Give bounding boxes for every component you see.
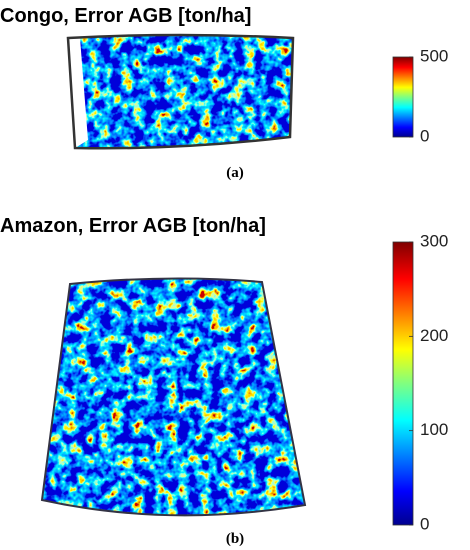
tick-label: 0	[420, 514, 429, 533]
panel-title: Amazon, Error AGB [ton/ha]	[0, 215, 266, 237]
map-outline	[40, 277, 307, 517]
colorbar	[392, 241, 414, 526]
colorbar	[392, 56, 414, 138]
tick-label: 300	[420, 231, 448, 250]
congo-map	[68, 35, 293, 149]
caption: (b)	[226, 531, 244, 547]
panel-title: Congo, Error AGB [ton/ha]	[0, 5, 251, 27]
map-outline	[66, 33, 295, 150]
tick-label: 100	[420, 420, 448, 439]
tick-label: 200	[420, 326, 448, 345]
amazon-map	[42, 278, 305, 516]
tick-label: 500	[420, 46, 448, 65]
tick-label: 0	[420, 126, 429, 145]
caption: (a)	[226, 165, 244, 181]
